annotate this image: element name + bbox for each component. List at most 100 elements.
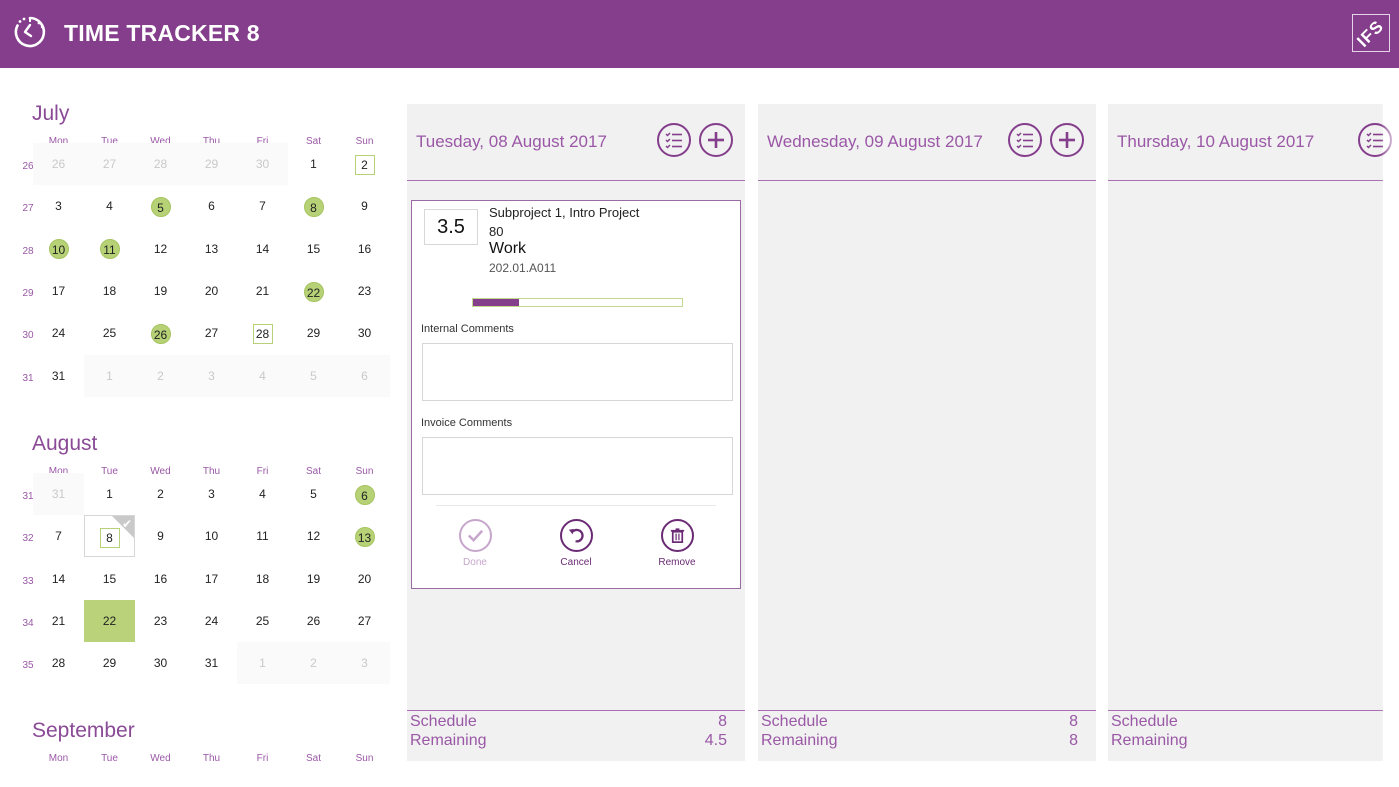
day-number: 15 [306, 241, 321, 256]
weekday-label: Sun [355, 753, 374, 764]
hours-input[interactable]: 3.5 [424, 209, 478, 245]
header-divider [1108, 180, 1383, 181]
calendar-day[interactable]: 19 [288, 558, 339, 600]
schedule-value: 8 [1069, 713, 1078, 730]
calendar-day[interactable]: 1 [237, 642, 288, 685]
calendar-day[interactable]: 18 [84, 270, 135, 312]
calendar-day[interactable]: 7 [33, 515, 84, 557]
done-button[interactable]: Done [445, 519, 505, 568]
calendar-day[interactable]: 9 [135, 515, 186, 557]
calendar-day[interactable]: 27 [339, 600, 390, 642]
calendar-day[interactable]: 22 [84, 599, 135, 642]
calendar-day[interactable]: 5 [288, 473, 339, 515]
calendar-day[interactable]: 11 [237, 515, 288, 557]
calendar-day[interactable]: 1 [84, 473, 135, 515]
calendar-day[interactable]: 21 [33, 600, 84, 642]
calendar-day[interactable]: 27 [186, 312, 237, 354]
calendar-day[interactable]: 3 [186, 354, 237, 397]
calendar-day[interactable]: 13 [339, 515, 390, 557]
calendar-day[interactable]: 31 [33, 473, 84, 515]
ifs-logo[interactable]: IFS [1352, 14, 1390, 52]
calendar-day[interactable]: 14 [237, 228, 288, 270]
calendar-day[interactable]: 23 [339, 270, 390, 312]
calendar-day[interactable]: 28 [237, 312, 288, 354]
calendar-day[interactable]: 13 [186, 228, 237, 270]
calendar-day[interactable]: 6 [186, 185, 237, 227]
add-entry-button[interactable] [1050, 123, 1084, 157]
calendar-day[interactable]: 20 [186, 270, 237, 312]
calendar-day[interactable]: 8 ✔ [84, 515, 135, 558]
calendar-day[interactable]: 15 [84, 558, 135, 600]
calendar-day[interactable]: 29 [288, 312, 339, 354]
calendar-day[interactable]: 14 [33, 558, 84, 600]
calendar-day[interactable]: 23 [135, 600, 186, 642]
calendar-day[interactable]: 17 [33, 270, 84, 312]
calendar-day[interactable]: 18 [237, 558, 288, 600]
calendar-day[interactable]: 29 [84, 642, 135, 684]
calendar-day[interactable]: 12 [288, 515, 339, 557]
calendar-day[interactable]: 30 [339, 312, 390, 354]
calendar-day[interactable]: 19 [135, 270, 186, 312]
calendar-day[interactable]: 16 [135, 558, 186, 600]
calendar-day[interactable]: 26 [33, 143, 84, 185]
weekday-label: Thu [202, 466, 221, 477]
week-row: 26 26 27 28 29 30 1 2 [0, 143, 400, 185]
calendar-day[interactable]: 28 [33, 642, 84, 684]
calendar-day[interactable]: 2 [288, 642, 339, 685]
calendar-day[interactable]: 12 [135, 228, 186, 270]
calendar-day[interactable]: 31 [186, 642, 237, 684]
calendar-day[interactable]: 3 [339, 642, 390, 685]
calendar-day[interactable]: 2 [339, 143, 390, 185]
calendar-day[interactable]: 25 [84, 312, 135, 354]
week-row: 29 17 18 19 20 21 22 23 [0, 270, 400, 312]
calendar-day[interactable]: 11 [84, 228, 135, 270]
calendar-day[interactable]: 3 [33, 185, 84, 227]
calendar-day[interactable]: 4 [84, 185, 135, 227]
calendar-day[interactable]: 2 [135, 473, 186, 515]
calendar-day[interactable]: 10 [186, 515, 237, 557]
calendar-day[interactable]: 6 [339, 473, 390, 515]
calendar-day[interactable]: 24 [33, 312, 84, 354]
weekday-label: Sun [355, 466, 374, 477]
calendar-day[interactable]: 6 [339, 354, 390, 397]
task-list-button[interactable] [1008, 123, 1042, 157]
calendar-day[interactable]: 22 [288, 270, 339, 312]
internal-comments-input[interactable] [422, 343, 733, 401]
invoice-comments-input[interactable] [422, 437, 733, 495]
calendar-day[interactable]: 5 [288, 354, 339, 397]
calendar-day[interactable]: 20 [339, 558, 390, 600]
calendar-day[interactable]: 30 [237, 143, 288, 185]
calendar-day[interactable]: 15 [288, 228, 339, 270]
calendar-day[interactable]: 26 [288, 600, 339, 642]
calendar-day[interactable]: 4 [237, 354, 288, 397]
calendar-day[interactable]: 8 [288, 185, 339, 227]
calendar-day[interactable]: 25 [237, 600, 288, 642]
calendar-day[interactable]: 24 [186, 600, 237, 642]
calendar-day[interactable]: 28 [135, 143, 186, 185]
time-entry-card[interactable]: 3.5 Subproject 1, Intro Project 80 Work … [411, 200, 741, 589]
calendar-day[interactable]: 16 [339, 228, 390, 270]
calendar-day[interactable]: 31 [33, 355, 84, 397]
calendar-day[interactable]: 21 [237, 270, 288, 312]
calendar-day[interactable]: 4 [237, 473, 288, 515]
calendar-day[interactable]: 17 [186, 558, 237, 600]
remove-button[interactable]: Remove [647, 519, 707, 568]
day-number: 26 [51, 157, 66, 171]
calendar-day[interactable]: 30 [135, 642, 186, 684]
calendar-day[interactable]: 5 [135, 185, 186, 227]
calendar-day[interactable]: 9 [339, 185, 390, 227]
calendar-day[interactable]: 7 [237, 185, 288, 227]
calendar-day[interactable]: 2 [135, 354, 186, 397]
calendar-day[interactable]: 26 [135, 312, 186, 354]
task-list-button[interactable] [657, 123, 691, 157]
month-name: September [32, 719, 135, 742]
calendar-day[interactable]: 3 [186, 473, 237, 515]
weekday-header: Mon Tue Wed Thu Fri Sat Sun [33, 753, 390, 767]
add-entry-button[interactable] [699, 123, 733, 157]
cancel-button[interactable]: Cancel [546, 519, 606, 568]
calendar-day[interactable]: 1 [84, 354, 135, 397]
calendar-day[interactable]: 29 [186, 143, 237, 185]
calendar-day[interactable]: 1 [288, 143, 339, 185]
calendar-day[interactable]: 10 [33, 228, 84, 270]
calendar-day[interactable]: 27 [84, 143, 135, 185]
